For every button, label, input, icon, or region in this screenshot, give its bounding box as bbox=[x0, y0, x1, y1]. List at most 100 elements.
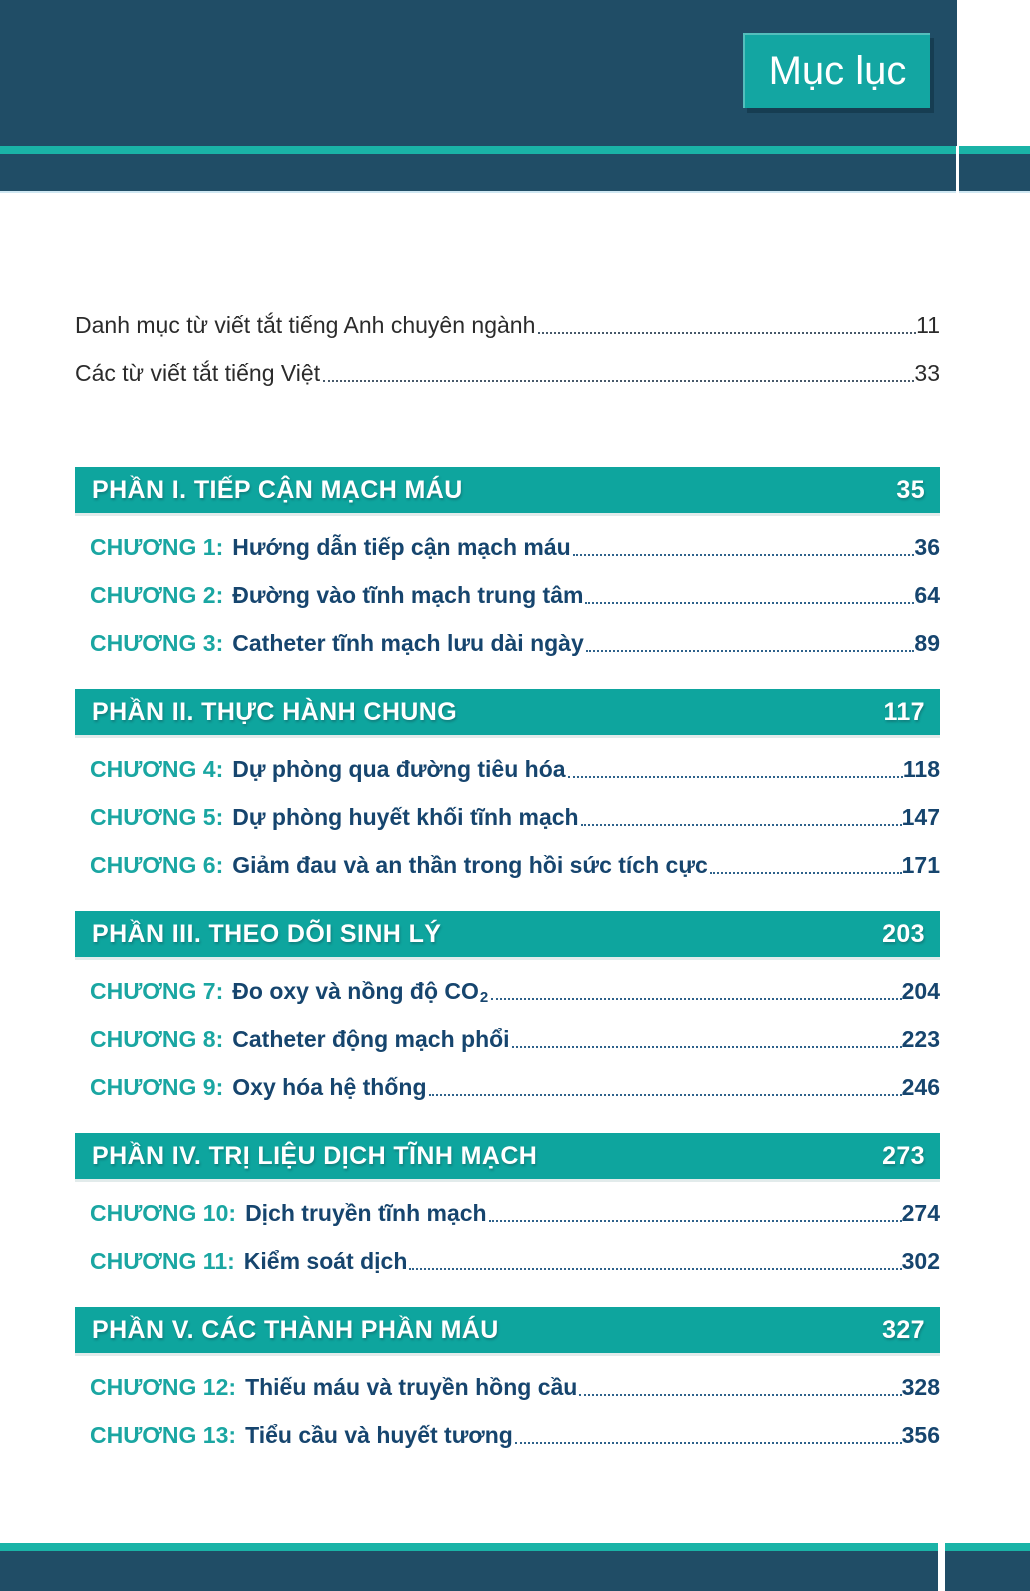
toc-chapter-row: CHƯƠNG 1: Hướng dẫn tiếp cận mạch máu 36 bbox=[75, 523, 940, 571]
footer-white-slit bbox=[938, 1543, 945, 1591]
dot-leader bbox=[488, 1220, 902, 1222]
chapter-title-subscript: 2 bbox=[479, 989, 489, 1006]
toc-chapter-row: CHƯƠNG 4: Dự phòng qua đường tiêu hóa 11… bbox=[75, 745, 940, 793]
toc-chapter-row: CHƯƠNG 5: Dự phòng huyết khối tĩnh mạch … bbox=[75, 793, 940, 841]
section-page-number: 203 bbox=[882, 919, 925, 948]
toc-chapter-row: CHƯƠNG 13: Tiểu cầu và huyết tương 356 bbox=[75, 1411, 940, 1459]
section-chapters: CHƯƠNG 1: Hướng dẫn tiếp cận mạch máu 36… bbox=[75, 523, 940, 667]
chapter-page-number: 223 bbox=[901, 1025, 940, 1052]
intro-page-number: 33 bbox=[914, 359, 940, 386]
chapter-page-number: 118 bbox=[902, 755, 940, 782]
page-header: Mục lục bbox=[0, 0, 1030, 193]
section-chapters: CHƯƠNG 7: Đo oxy và nồng độ CO 2 204 CHƯ… bbox=[75, 967, 940, 1111]
dot-leader bbox=[514, 1442, 902, 1444]
chapter-page-number: 64 bbox=[914, 581, 940, 608]
chapter-label: CHƯƠNG 10: bbox=[90, 1199, 237, 1226]
chapter-page-number: 328 bbox=[901, 1373, 940, 1400]
toc-chapter-row: CHƯƠNG 10: Dịch truyền tĩnh mạch 274 bbox=[75, 1189, 940, 1237]
intro-list: Danh mục từ viết tắt tiếng Anh chuyên ng… bbox=[75, 301, 940, 397]
dot-leader bbox=[538, 332, 917, 334]
chapter-label: CHƯƠNG 12: bbox=[90, 1373, 237, 1400]
dot-leader bbox=[572, 554, 915, 556]
chapter-title: Catheter tĩnh mạch lưu dài ngày bbox=[232, 629, 584, 656]
chapter-title: Oxy hóa hệ thống bbox=[232, 1073, 427, 1100]
chapter-label: CHƯƠNG 5: bbox=[90, 803, 224, 830]
chapter-label: CHƯƠNG 4: bbox=[90, 755, 224, 782]
footer-navy-band bbox=[0, 1551, 1030, 1591]
intro-row: Các từ viết tắt tiếng Việt 33 bbox=[75, 349, 940, 397]
toc-chapter-row: CHƯƠNG 12: Thiếu máu và truyền hồng cầu … bbox=[75, 1363, 940, 1411]
dot-leader bbox=[585, 602, 915, 604]
dot-leader bbox=[323, 380, 915, 382]
chapter-page-number: 274 bbox=[901, 1199, 940, 1226]
chapter-page-number: 36 bbox=[914, 533, 940, 560]
muc-luc-label: Mục lục bbox=[768, 49, 907, 93]
chapter-page-number: 147 bbox=[901, 803, 940, 830]
toc-chapter-row: CHƯƠNG 3: Catheter tĩnh mạch lưu dài ngà… bbox=[75, 619, 940, 667]
section-bar-phan-4: PHẦN IV. TRỊ LIỆU DỊCH TĨNH MẠCH 273 bbox=[75, 1133, 940, 1179]
toc-chapter-row: CHƯƠNG 2: Đường vào tĩnh mạch trung tâm … bbox=[75, 571, 940, 619]
dot-leader bbox=[709, 872, 902, 874]
section-chapters: CHƯƠNG 10: Dịch truyền tĩnh mạch 274 CHƯ… bbox=[75, 1189, 940, 1285]
dot-leader bbox=[585, 650, 915, 652]
toc-chapter-row: CHƯƠNG 9: Oxy hóa hệ thống 246 bbox=[75, 1063, 940, 1111]
dot-leader bbox=[579, 1394, 902, 1396]
dot-leader bbox=[567, 776, 903, 778]
intro-label: Danh mục từ viết tắt tiếng Anh chuyên ng… bbox=[75, 311, 536, 338]
section-bar-phan-2: PHẦN II. THỰC HÀNH CHUNG 117 bbox=[75, 689, 940, 735]
chapter-title: Giảm đau và an thần trong hồi sức tích c… bbox=[232, 851, 708, 878]
chapter-title: Thiếu máu và truyền hồng cầu bbox=[245, 1373, 578, 1400]
section-title: PHẦN I. TIẾP CẬN MẠCH MÁU bbox=[92, 475, 463, 504]
chapter-title: Dịch truyền tĩnh mạch bbox=[245, 1199, 487, 1226]
dot-leader bbox=[491, 998, 902, 1000]
chapter-label: CHƯƠNG 7: bbox=[90, 977, 224, 1004]
chapter-label: CHƯƠNG 9: bbox=[90, 1073, 224, 1100]
section-page-number: 117 bbox=[883, 697, 925, 726]
section-title: PHẦN III. THEO DÕI SINH LÝ bbox=[92, 919, 442, 948]
toc-chapter-row: CHƯƠNG 8: Catheter động mạch phổi 223 bbox=[75, 1015, 940, 1063]
dot-leader bbox=[511, 1046, 902, 1048]
chapter-page-number: 356 bbox=[901, 1421, 940, 1448]
chapter-page-number: 204 bbox=[901, 977, 940, 1004]
page-footer bbox=[0, 1543, 1030, 1591]
chapter-title: Dự phòng qua đường tiêu hóa bbox=[232, 755, 566, 782]
section-chapters: CHƯƠNG 12: Thiếu máu và truyền hồng cầu … bbox=[75, 1363, 940, 1459]
footer-teal-stripe bbox=[0, 1543, 1030, 1551]
dot-leader bbox=[409, 1268, 902, 1270]
dot-leader bbox=[428, 1094, 902, 1096]
toc-chapter-row: CHƯƠNG 7: Đo oxy và nồng độ CO 2 204 bbox=[75, 967, 940, 1015]
chapter-page-number: 171 bbox=[901, 851, 940, 878]
section-page-number: 273 bbox=[882, 1141, 925, 1170]
chapter-page-number: 302 bbox=[901, 1247, 940, 1274]
chapter-label: CHƯƠNG 8: bbox=[90, 1025, 224, 1052]
chapter-label: CHƯƠNG 1: bbox=[90, 533, 224, 560]
chapter-title: Đo oxy và nồng độ CO bbox=[232, 977, 479, 1004]
toc-content: Danh mục từ viết tắt tiếng Anh chuyên ng… bbox=[0, 191, 1030, 1459]
section-title: PHẦN IV. TRỊ LIỆU DỊCH TĨNH MẠCH bbox=[92, 1141, 538, 1170]
section-bar-phan-3: PHẦN III. THEO DÕI SINH LÝ 203 bbox=[75, 911, 940, 957]
section-bar-phan-1: PHẦN I. TIẾP CẬN MẠCH MÁU 35 bbox=[75, 467, 940, 513]
chapter-label: CHƯƠNG 13: bbox=[90, 1421, 237, 1448]
chapter-label: CHƯƠNG 11: bbox=[90, 1247, 235, 1274]
intro-label: Các từ viết tắt tiếng Việt bbox=[75, 359, 321, 386]
toc-chapter-row: CHƯƠNG 6: Giảm đau và an thần trong hồi … bbox=[75, 841, 940, 889]
header-navy-band bbox=[0, 154, 1030, 193]
chapter-label: CHƯƠNG 6: bbox=[90, 851, 224, 878]
header-teal-stripe bbox=[0, 146, 1030, 154]
section-page-number: 35 bbox=[896, 475, 925, 504]
section-bar-phan-5: PHẦN V. CÁC THÀNH PHẦN MÁU 327 bbox=[75, 1307, 940, 1353]
chapter-page-number: 89 bbox=[914, 629, 940, 656]
chapter-title: Tiểu cầu và huyết tương bbox=[245, 1421, 513, 1448]
chapter-title: Dự phòng huyết khối tĩnh mạch bbox=[232, 803, 579, 830]
chapter-title: Hướng dẫn tiếp cận mạch máu bbox=[232, 533, 571, 560]
section-chapters: CHƯƠNG 4: Dự phòng qua đường tiêu hóa 11… bbox=[75, 745, 940, 889]
muc-luc-tab: Mục lục bbox=[743, 33, 930, 108]
chapter-title: Kiểm soát dịch bbox=[243, 1247, 408, 1274]
chapter-label: CHƯƠNG 2: bbox=[90, 581, 224, 608]
chapter-label: CHƯƠNG 3: bbox=[90, 629, 224, 656]
intro-page-number: 11 bbox=[916, 311, 940, 338]
header-white-slit bbox=[956, 146, 959, 193]
section-title: PHẦN II. THỰC HÀNH CHUNG bbox=[92, 697, 458, 726]
toc-chapter-row: CHƯƠNG 11: Kiểm soát dịch 302 bbox=[75, 1237, 940, 1285]
